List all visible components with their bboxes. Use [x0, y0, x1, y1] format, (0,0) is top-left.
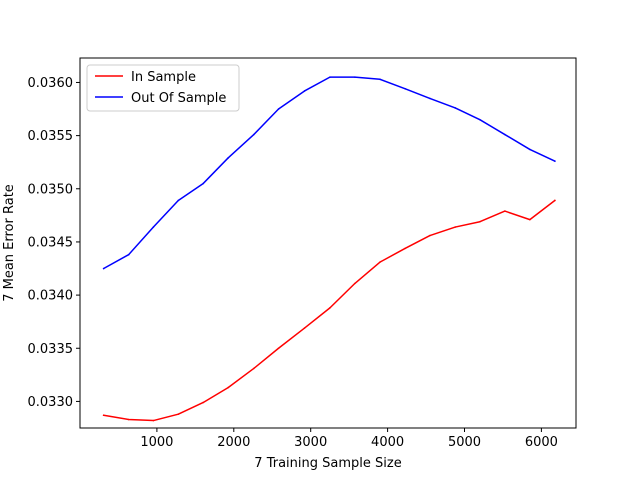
legend-box [86, 64, 240, 112]
data-point-in-sample-8 [303, 327, 306, 329]
data-point-out-of-sample-4 [202, 182, 205, 185]
data-point-in-sample-0 [102, 414, 105, 417]
data-point-out-of-sample-16 [504, 133, 506, 136]
data-point-out-of-sample-17 [529, 148, 531, 151]
data-point-in-sample-14 [454, 226, 457, 228]
y-tick-label-1: 0.0335 [28, 342, 74, 357]
y-tick-label-4: 0.0350 [28, 182, 74, 197]
data-point-in-sample-10 [354, 282, 356, 285]
y-tick-label-6: 0.0360 [28, 76, 74, 91]
data-point-in-sample-2 [152, 419, 155, 422]
legend-label-in-sample: In Sample [131, 70, 196, 85]
data-point-in-sample-13 [429, 234, 431, 237]
data-point-out-of-sample-7 [277, 108, 280, 110]
data-point-in-sample-7 [277, 347, 280, 350]
data-point-out-of-sample-6 [252, 133, 255, 136]
y-tick-label-5: 0.0355 [28, 129, 74, 144]
data-point-out-of-sample-13 [429, 97, 431, 100]
data-point-in-sample-16 [504, 210, 506, 212]
x-axis-label: 7 Training Sample Size [254, 456, 401, 471]
data-point-out-of-sample-18 [554, 160, 556, 162]
legend: In Sample Out Of Sample [86, 64, 240, 112]
x-tick-label-5000: 5000 [448, 435, 481, 450]
data-point-in-sample-6 [252, 367, 255, 370]
legend-label-out-of-sample: Out Of Sample [131, 91, 226, 106]
data-point-out-of-sample-12 [404, 88, 407, 90]
series-layer [102, 76, 556, 422]
y-tick-label-2: 0.0340 [28, 289, 74, 304]
y-tick-label-3: 0.0345 [28, 235, 74, 250]
plot-frame [79, 57, 577, 429]
data-point-in-sample-18 [554, 199, 556, 202]
data-point-out-of-sample-11 [379, 78, 381, 81]
data-point-out-of-sample-3 [177, 199, 180, 202]
data-point-out-of-sample-1 [127, 253, 130, 256]
data-point-out-of-sample-2 [152, 226, 155, 228]
data-point-out-of-sample-9 [329, 76, 331, 78]
x-tick-label-3000: 3000 [294, 435, 327, 450]
data-point-in-sample-9 [329, 307, 331, 309]
x-tick-label-4000: 4000 [371, 435, 404, 450]
data-point-in-sample-4 [202, 401, 205, 404]
y-axis: 0.0330 0.0335 0.0340 0.0345 0.0350 0.0355 0.03… [28, 76, 80, 410]
data-point-out-of-sample-15 [479, 118, 481, 121]
data-point-in-sample-12 [404, 247, 407, 250]
data-point-in-sample-3 [177, 413, 180, 415]
x-axis: 1000 2000 3000 4000 5000 6000 [140, 428, 558, 450]
data-point-in-sample-17 [529, 218, 531, 221]
data-point-in-sample-5 [227, 386, 229, 389]
data-point-in-sample-15 [479, 220, 481, 223]
x-tick-label-2000: 2000 [217, 435, 250, 450]
y-axis-label: 7 Mean Error Rate [2, 184, 17, 302]
data-point-out-of-sample-0 [102, 267, 105, 270]
x-tick-label-6000: 6000 [525, 435, 558, 450]
data-point-out-of-sample-14 [454, 107, 457, 109]
data-point-in-sample-1 [127, 418, 130, 421]
data-point-out-of-sample-10 [354, 76, 356, 78]
y-tick-label-0: 0.0330 [28, 395, 74, 410]
data-point-out-of-sample-5 [227, 157, 229, 159]
data-point-in-sample-11 [379, 261, 381, 263]
x-tick-label-1000: 1000 [140, 435, 173, 450]
data-point-out-of-sample-8 [303, 90, 306, 92]
